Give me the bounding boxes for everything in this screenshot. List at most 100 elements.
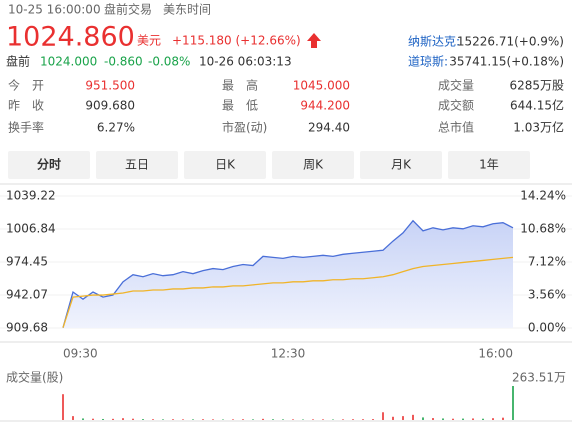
y-tick-label: 1006.84 xyxy=(6,221,56,235)
index-value: 35741.15(+0.18%) xyxy=(449,55,564,69)
volume-bar xyxy=(432,418,434,420)
volume-bar xyxy=(492,418,494,420)
volume-bar xyxy=(352,419,354,420)
volume-bar xyxy=(102,418,104,420)
y2-tick-label: 3.56% xyxy=(528,288,566,302)
volume-bar xyxy=(62,394,64,420)
volume-bar xyxy=(222,419,224,420)
tab-label[interactable]: 五日 xyxy=(125,158,149,172)
volume-bar xyxy=(362,419,364,420)
volume-bar xyxy=(422,417,424,420)
tab-label[interactable]: 周K xyxy=(303,158,324,172)
volume-bar xyxy=(252,419,254,420)
volume-bar xyxy=(342,419,344,420)
volume-bar xyxy=(302,419,304,420)
tab[interactable] xyxy=(96,151,178,179)
volume-bar xyxy=(292,419,294,420)
premarket-percent: -0.08% xyxy=(148,55,190,69)
volume-bar xyxy=(472,418,474,420)
tab[interactable] xyxy=(360,151,442,179)
y2-tick-label: 0.00% xyxy=(528,321,566,335)
volume-bar xyxy=(142,419,144,420)
currency: 美元 xyxy=(137,34,161,48)
stat-label: 成交量 xyxy=(438,78,474,93)
tab[interactable] xyxy=(272,151,354,179)
y-tick-label: 974.45 xyxy=(6,255,48,269)
volume-bar xyxy=(372,419,374,420)
volume-bar xyxy=(112,418,114,420)
volume-bar xyxy=(162,419,164,420)
session: 盘前交易 xyxy=(104,2,152,17)
volume-bar xyxy=(482,418,484,420)
volume-bar xyxy=(382,412,384,420)
datetime: 10-25 16:00:00 xyxy=(8,3,101,17)
stat-value: 909.680 xyxy=(85,99,135,113)
tab-label[interactable]: 分时 xyxy=(37,157,61,172)
volume-bar xyxy=(452,418,454,420)
avg-line xyxy=(62,256,514,328)
volume-bar xyxy=(242,419,244,420)
y2-tick-label: 10.68% xyxy=(520,222,566,236)
price: 1024.860 xyxy=(6,22,135,53)
volume-bar xyxy=(502,417,504,420)
stat-label: 昨 收 xyxy=(8,99,44,113)
stat-label: 最 低 xyxy=(222,99,258,113)
volume-bar xyxy=(132,418,134,420)
stat-value: 944.200 xyxy=(300,99,350,113)
premarket-change: -0.860 xyxy=(104,55,143,69)
stat-value: 294.40 xyxy=(308,121,350,135)
volume-bar xyxy=(82,418,84,420)
stat-value: 644.15亿 xyxy=(510,98,564,113)
y-tick-label: 1039.22 xyxy=(6,189,56,203)
volume-bar xyxy=(92,418,94,420)
stat-label: 换手率 xyxy=(8,120,44,135)
index-label: 纳斯达克: xyxy=(408,35,460,49)
volume-bar xyxy=(512,386,514,420)
premarket-price: 1024.000 xyxy=(40,55,97,69)
tab[interactable] xyxy=(8,151,90,179)
index-value: 15226.71(+0.9%) xyxy=(457,35,564,49)
timezone: 美东时间 xyxy=(163,3,211,17)
volume-bar xyxy=(202,419,204,420)
tab-label[interactable]: 月K xyxy=(391,158,412,172)
tab[interactable] xyxy=(448,151,530,179)
tab[interactable] xyxy=(184,151,266,179)
stat-value: 1045.000 xyxy=(293,79,350,93)
x-tick-label: 16:00 xyxy=(478,347,513,361)
up-arrow xyxy=(307,33,321,48)
volume-bar xyxy=(152,419,154,420)
x-tick-label: 12:30 xyxy=(271,347,306,361)
volume-bar xyxy=(442,418,444,420)
index-label: 道琼斯: xyxy=(408,54,448,69)
stat-label: 成交额 xyxy=(438,98,474,113)
volume-label: 成交量(股) xyxy=(6,370,63,385)
y-tick-label: 942.07 xyxy=(6,287,48,301)
volume-bar xyxy=(232,419,234,420)
y2-tick-label: 14.24% xyxy=(520,189,566,203)
volume-bar xyxy=(212,419,214,420)
tab-label[interactable]: 1年 xyxy=(479,158,499,172)
y2-tick-label: 7.12% xyxy=(528,255,566,269)
stat-value: 6285万股 xyxy=(509,79,564,93)
tab-label[interactable]: 日K xyxy=(215,158,236,172)
change: +115.180 (+12.66%) xyxy=(172,34,301,48)
y-tick-label: 909.68 xyxy=(6,321,48,335)
stat-value: 951.500 xyxy=(85,79,135,93)
volume-bar xyxy=(312,419,314,420)
stat-value: 6.27% xyxy=(97,121,135,135)
premarket-label: 盘前 xyxy=(6,54,30,69)
x-tick-label: 09:30 xyxy=(63,347,98,361)
volume-bar xyxy=(282,419,284,420)
volume-bar xyxy=(172,419,174,420)
volume-bar xyxy=(332,419,334,420)
stat-label: 今 开 xyxy=(8,78,44,93)
premarket-time: 10-26 06:03:13 xyxy=(199,55,292,69)
stat-label: 最 高 xyxy=(222,78,258,93)
volume-max: 263.51万 xyxy=(512,371,566,385)
volume-bar xyxy=(122,418,124,420)
volume-bar xyxy=(182,419,184,420)
volume-bar xyxy=(412,414,414,420)
stat-value: 1.03万亿 xyxy=(513,120,564,135)
stat-label: 总市值 xyxy=(438,120,474,135)
